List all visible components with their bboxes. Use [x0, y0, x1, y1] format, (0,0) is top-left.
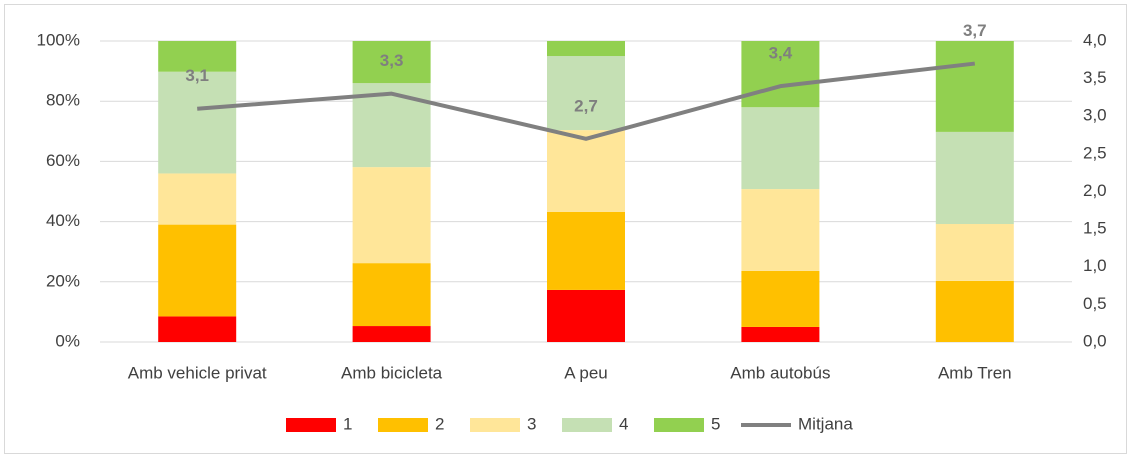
- y2-tick-label: 3,0: [1083, 106, 1107, 125]
- x-tick-label: Amb autobús: [730, 363, 830, 382]
- bar-segment: [547, 56, 625, 131]
- bar-segment: [352, 326, 431, 342]
- y2-tick-label: 0,0: [1083, 331, 1107, 350]
- bar-segment: [935, 131, 1014, 225]
- bar-segment: [547, 211, 625, 290]
- legend-label: 3: [527, 414, 536, 433]
- y2-tick-label: 1,5: [1083, 219, 1107, 238]
- y2-tick-label: 2,5: [1083, 143, 1107, 162]
- legend-swatch: [286, 418, 336, 432]
- legend-label: 5: [711, 414, 720, 433]
- bar-segment: [741, 326, 820, 342]
- x-tick-label: A peu: [564, 363, 608, 382]
- legend-label: 2: [435, 414, 444, 433]
- legend-label: 4: [619, 414, 628, 433]
- bar-segment: [158, 224, 237, 317]
- bar-segment: [935, 280, 1014, 342]
- y2-tick-label: 2,0: [1083, 181, 1107, 200]
- y-tick-label: 0%: [55, 331, 80, 350]
- bar-segment: [935, 224, 1014, 281]
- legend-label: Mitjana: [798, 414, 853, 433]
- bar-segment: [547, 130, 625, 212]
- data-label: 3,4: [769, 44, 793, 63]
- bar-segment: [158, 316, 237, 342]
- x-tick-label: Amb vehicle privat: [128, 363, 267, 382]
- bar-segment: [158, 71, 237, 174]
- data-label: 2,7: [574, 96, 598, 115]
- legend-swatch: [654, 418, 704, 432]
- data-label: 3,7: [963, 21, 987, 40]
- legend-swatch: [470, 418, 520, 432]
- y-tick-label: 60%: [46, 151, 80, 170]
- bar-segment: [741, 107, 820, 190]
- bar-segment: [158, 41, 237, 72]
- bar-segment: [741, 270, 820, 327]
- x-tick-label: Amb bicicleta: [341, 363, 443, 382]
- bar-segment: [547, 41, 625, 57]
- y-tick-label: 20%: [46, 271, 80, 290]
- bar-segment: [547, 289, 625, 342]
- y-tick-label: 80%: [46, 91, 80, 110]
- x-tick-label: Amb Tren: [938, 363, 1012, 382]
- line-series: [197, 61, 976, 141]
- bar-segment: [352, 167, 431, 264]
- legend-label: 1: [343, 414, 352, 433]
- y2-tick-label: 4,0: [1083, 30, 1107, 49]
- y-tick-label: 100%: [37, 30, 80, 49]
- legend-swatch: [378, 418, 428, 432]
- bar-segment: [352, 41, 431, 84]
- y2-tick-label: 0,5: [1083, 294, 1107, 313]
- y2-tick-label: 1,0: [1083, 256, 1107, 275]
- bar-segment: [741, 41, 820, 108]
- bar-segment: [352, 263, 431, 327]
- y2-tick-label: 3,5: [1083, 68, 1107, 87]
- bar-segment: [741, 189, 820, 271]
- bar-segment: [935, 41, 1014, 132]
- legend-swatch: [562, 418, 612, 432]
- data-label: 3,3: [380, 51, 404, 70]
- data-label: 3,1: [185, 66, 209, 85]
- bar-segment: [158, 173, 237, 225]
- y-tick-label: 40%: [46, 211, 80, 230]
